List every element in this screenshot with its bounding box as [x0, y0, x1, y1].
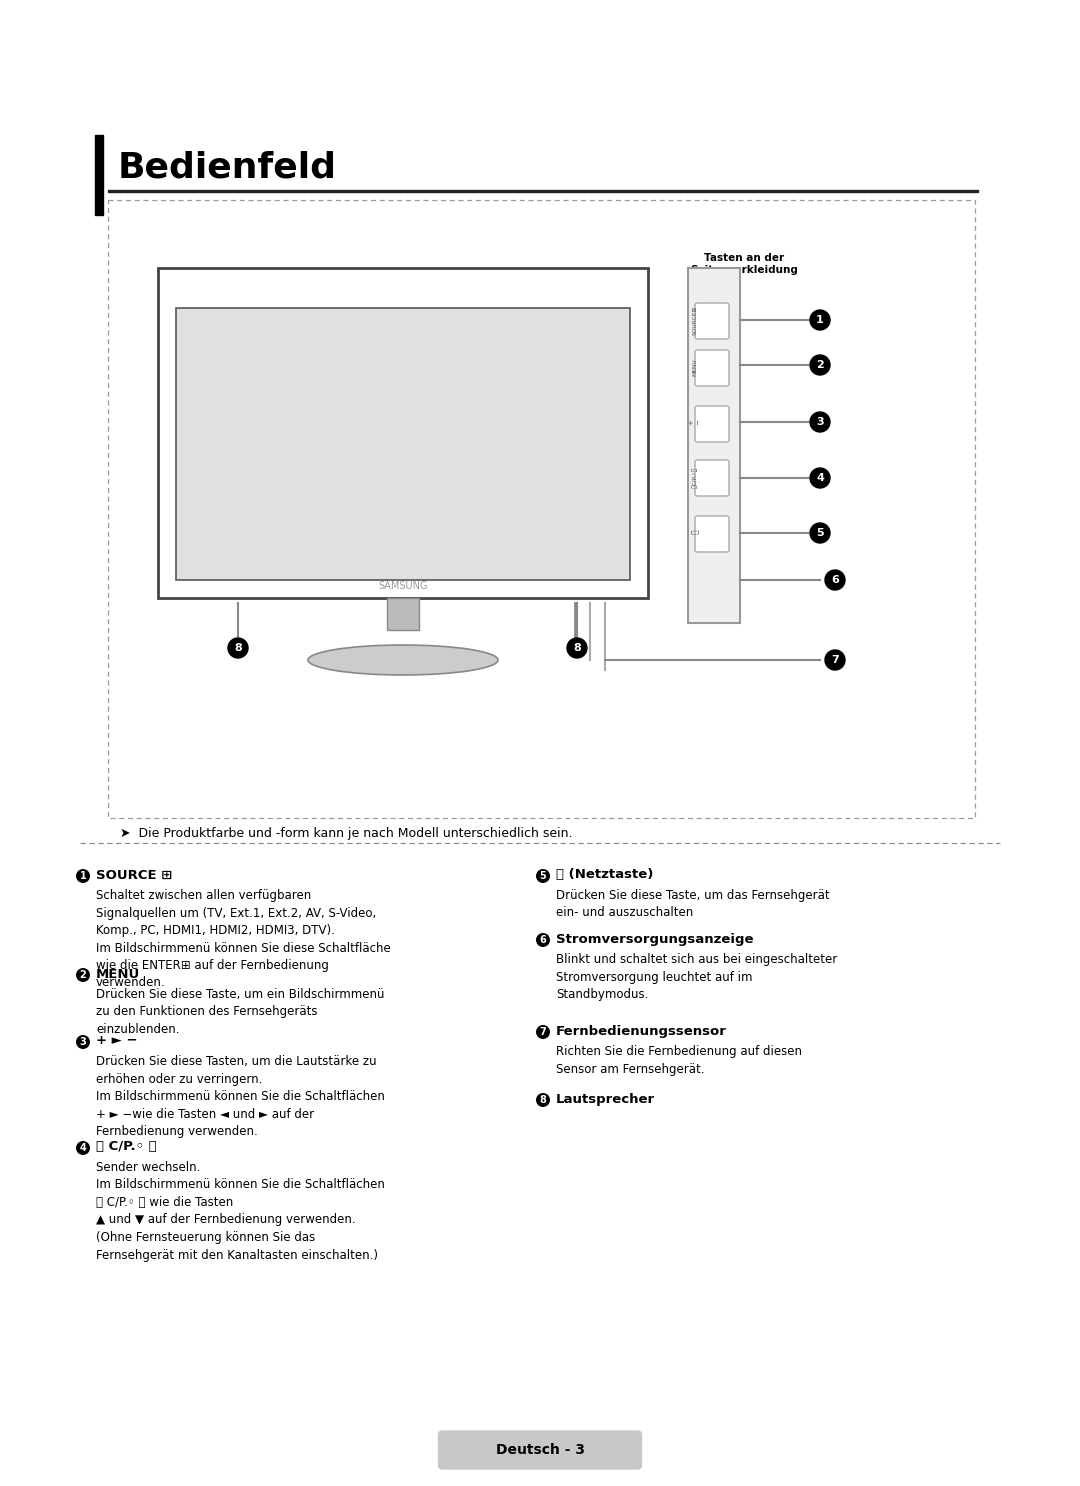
Bar	[108, 190, 978, 192]
Text: 2: 2	[816, 360, 824, 370]
Text: SOURCE ⊞: SOURCE ⊞	[96, 868, 173, 881]
FancyBboxPatch shape	[438, 1431, 642, 1470]
Text: 8: 8	[573, 643, 581, 652]
Text: 2: 2	[80, 970, 86, 979]
Text: ➤  Die Produktfarbe und -form kann je nach Modell unterschiedlich sein.: ➤ Die Produktfarbe und -form kann je nac…	[120, 828, 572, 840]
Bar	[95, 135, 103, 215]
Ellipse shape	[567, 637, 588, 658]
Ellipse shape	[810, 523, 831, 542]
Ellipse shape	[76, 1141, 90, 1155]
Text: Drücken Sie diese Taste, um ein Bildschirmmenü
zu den Funktionen des Fernsehgerä: Drücken Sie diese Taste, um ein Bildschi…	[96, 988, 384, 1036]
Text: 5: 5	[540, 871, 546, 881]
Ellipse shape	[536, 1094, 550, 1107]
Ellipse shape	[810, 468, 831, 487]
Text: Drücken Sie diese Tasten, um die Lautstärke zu
erhöhen oder zu verringern.
Im Bi: Drücken Sie diese Tasten, um die Lautstä…	[96, 1055, 384, 1138]
Text: ⏻ (Netztaste): ⏻ (Netztaste)	[556, 868, 653, 881]
Text: 3: 3	[80, 1037, 86, 1048]
Ellipse shape	[810, 311, 831, 330]
Text: Lautsprecher: Lautsprecher	[556, 1092, 656, 1106]
Text: ⏻: ⏻	[690, 529, 700, 535]
Ellipse shape	[76, 869, 90, 883]
Text: 8: 8	[234, 643, 242, 652]
Text: SAMSUNG: SAMSUNG	[378, 581, 428, 591]
Text: Fernbedienungssensor: Fernbedienungssensor	[556, 1024, 727, 1037]
Text: 6: 6	[540, 935, 546, 945]
Text: 4: 4	[816, 473, 824, 483]
Text: Tasten an der
Seitenverkleidung: Tasten an der Seitenverkleidung	[690, 253, 798, 275]
FancyBboxPatch shape	[696, 461, 729, 496]
Text: 〈C/P.◦〉: 〈C/P.◦〉	[692, 467, 698, 487]
Text: 1: 1	[80, 871, 86, 881]
Text: 3: 3	[816, 418, 824, 426]
Text: Drücken Sie diese Taste, um das Fernsehgerät
ein- und auszuschalten: Drücken Sie diese Taste, um das Fernsehg…	[556, 889, 829, 920]
Text: 7: 7	[832, 655, 839, 666]
Ellipse shape	[76, 967, 90, 982]
Ellipse shape	[228, 637, 248, 658]
Text: 5: 5	[816, 528, 824, 538]
Ellipse shape	[825, 649, 845, 670]
Bar	[158, 267, 648, 597]
Text: + ► −: + ► −	[96, 1034, 137, 1048]
FancyBboxPatch shape	[696, 303, 729, 339]
Text: Blinkt und schaltet sich aus bei eingeschalteter
Stromversorgung leuchtet auf im: Blinkt und schaltet sich aus bei eingesc…	[556, 953, 837, 1002]
Text: 6: 6	[832, 575, 839, 585]
FancyBboxPatch shape	[696, 516, 729, 551]
Ellipse shape	[810, 355, 831, 374]
Text: Schaltet zwischen allen verfügbaren
Signalquellen um (TV, Ext.1, Ext.2, AV, S-Vi: Schaltet zwischen allen verfügbaren Sign…	[96, 889, 391, 990]
Text: Bedienfeld: Bedienfeld	[118, 150, 337, 184]
Bar	[176, 308, 630, 580]
Ellipse shape	[825, 571, 845, 590]
Text: Sender wechseln.
Im Bildschirmmenü können Sie die Schaltflächen
〈 C/P.◦ 〉 wie di: Sender wechseln. Im Bildschirmmenü könne…	[96, 1161, 384, 1262]
Text: 〈 C/P.◦ 〉: 〈 C/P.◦ 〉	[96, 1140, 157, 1153]
Text: 7: 7	[540, 1027, 546, 1037]
Bar	[688, 267, 740, 623]
Ellipse shape	[308, 645, 498, 675]
Ellipse shape	[536, 869, 550, 883]
Text: Richten Sie die Fernbedienung auf diesen
Sensor am Fernsehgerät.: Richten Sie die Fernbedienung auf diesen…	[556, 1045, 802, 1076]
Ellipse shape	[536, 1025, 550, 1039]
Ellipse shape	[536, 933, 550, 947]
Text: SOURCE⊞: SOURCE⊞	[692, 306, 698, 334]
Text: Stromversorgungsanzeige: Stromversorgungsanzeige	[556, 933, 754, 945]
Text: Deutsch - 3: Deutsch - 3	[496, 1443, 584, 1456]
Text: MENU: MENU	[692, 358, 698, 376]
FancyBboxPatch shape	[696, 406, 729, 441]
Text: 4: 4	[80, 1143, 86, 1153]
Bar	[387, 597, 419, 630]
Ellipse shape	[76, 1036, 90, 1049]
FancyBboxPatch shape	[696, 351, 729, 386]
Text: +
−: + −	[689, 419, 702, 425]
Text: MENU: MENU	[96, 967, 140, 981]
Ellipse shape	[810, 412, 831, 432]
Text: 8: 8	[540, 1095, 546, 1106]
Text: 1: 1	[816, 315, 824, 325]
